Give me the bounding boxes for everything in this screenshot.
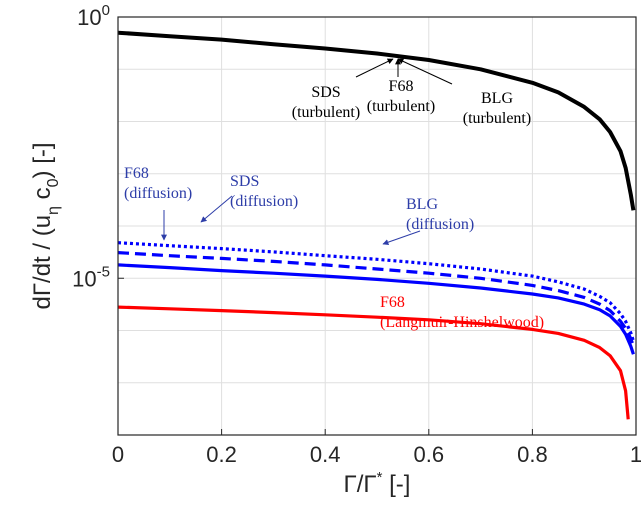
annotation-3: F68 (diffusion) [124, 165, 192, 241]
x-tick-label: 0.6 [414, 442, 445, 467]
series-line-2 [117, 251, 635, 347]
grid [118, 17, 636, 435]
x-tick-label: 0.8 [517, 442, 548, 467]
annotation-arrow [355, 58, 394, 78]
ticks: 0 0.2 0.4 0.6 0.8 1 10-5 100 [72, 2, 641, 467]
x-axis-label: Γ/Γ* [-] [344, 469, 411, 498]
x-tick-label: 0.4 [310, 442, 341, 467]
annotation-2: BLG (turbulent) [397, 58, 531, 127]
annotation-4: SDS (diffusion) [200, 173, 298, 223]
annotation-1: F68 (turbulent) [367, 58, 435, 115]
y-axis-label: dΓ/dt / (uη c0) [-] [29, 142, 62, 309]
annotations: SDS (turbulent)F68 (turbulent) BLG (turbulen… [124, 58, 544, 331]
annotation-text: F68 (turbulent) [367, 78, 435, 115]
annotation-arrow [200, 195, 233, 223]
series-line-1 [117, 241, 635, 342]
annotation-5: BLG (diffusion) [382, 196, 474, 246]
annotation-text: SDS (diffusion) [230, 173, 298, 210]
y-tick-label: 10-5 [72, 263, 110, 291]
annotation-text: BLG (turbulent) [463, 90, 531, 127]
annotation-text: F68 (diffusion) [124, 165, 192, 202]
annotation-arrow [382, 230, 421, 246]
annotation-6: F68 (Langmuir-Hinshelwood) [380, 294, 544, 331]
annotation-text: SDS (turbulent) [292, 84, 360, 121]
annotation-text: F68 (Langmuir-Hinshelwood) [380, 294, 544, 331]
annotation-text: BLG (diffusion) [406, 196, 474, 233]
series-layer [117, 30, 636, 420]
annotation-arrow [397, 58, 453, 85]
series-line-3 [117, 263, 635, 355]
x-tick-label: 1 [630, 442, 641, 467]
series-line-4 [117, 305, 630, 420]
annotation-0: SDS (turbulent) [292, 58, 394, 121]
plot-frame [117, 16, 637, 436]
x-tick-label: 0.2 [206, 442, 237, 467]
series-line-0 [117, 30, 636, 211]
x-tick-label: 0 [112, 442, 124, 467]
y-tick-label: 100 [77, 2, 110, 30]
